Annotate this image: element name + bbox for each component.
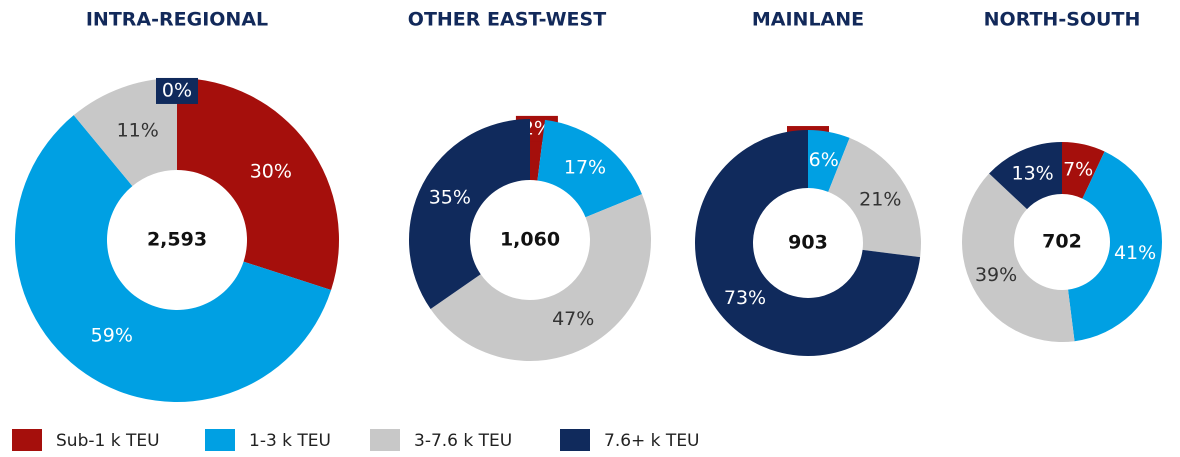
value-label: 21% xyxy=(859,189,901,211)
center-label: 1,060 xyxy=(500,229,560,251)
donut-slice xyxy=(962,173,1075,342)
legend-label: 1-3 k TEU xyxy=(249,431,331,451)
donut-slice xyxy=(430,194,652,361)
legend-swatch xyxy=(370,429,400,451)
donut-slice xyxy=(15,115,332,403)
chart-title: MAINLANE xyxy=(752,9,864,31)
donut-slice xyxy=(828,137,921,258)
donut-slice xyxy=(989,142,1062,210)
chart-title: NORTH-SOUTH xyxy=(984,9,1141,31)
value-label: 11% xyxy=(117,119,159,141)
value-label: 30% xyxy=(250,160,292,182)
legend-swatch xyxy=(560,429,590,451)
center-label: 702 xyxy=(1042,231,1082,253)
chart-title: OTHER EAST-WEST xyxy=(408,9,606,31)
legend-label: 3-7.6 k TEU xyxy=(414,431,512,451)
center-label: 2,593 xyxy=(147,229,207,251)
center-label: 903 xyxy=(788,232,828,254)
value-label: 17% xyxy=(564,157,606,179)
value-label: 0% xyxy=(162,79,192,101)
legend-swatch xyxy=(205,429,235,451)
legend-swatch xyxy=(12,429,42,451)
value-label: 6% xyxy=(809,149,839,171)
donut-slice xyxy=(537,119,642,218)
value-label: 73% xyxy=(724,287,766,309)
value-label: 39% xyxy=(975,264,1017,286)
donut-slice xyxy=(808,130,850,192)
donut-slice xyxy=(409,118,530,309)
value-label: 41% xyxy=(1114,242,1156,264)
value-label-bg xyxy=(156,77,198,104)
value-label: 59% xyxy=(91,324,133,346)
donut-slice xyxy=(1062,142,1105,199)
donut-slice xyxy=(73,78,177,187)
value-label: 13% xyxy=(1011,163,1053,185)
value-label: 47% xyxy=(552,308,594,330)
donut-slice xyxy=(695,130,921,356)
donut-slice xyxy=(1068,151,1162,342)
chart-title: INTRA-REGIONAL xyxy=(86,9,268,31)
legend-label: Sub-1 k TEU xyxy=(56,431,160,451)
value-label: 35% xyxy=(429,187,471,209)
value-label: 7% xyxy=(1063,158,1093,180)
legend-label: 7.6+ k TEU xyxy=(604,431,700,451)
donut-slice xyxy=(177,78,340,291)
